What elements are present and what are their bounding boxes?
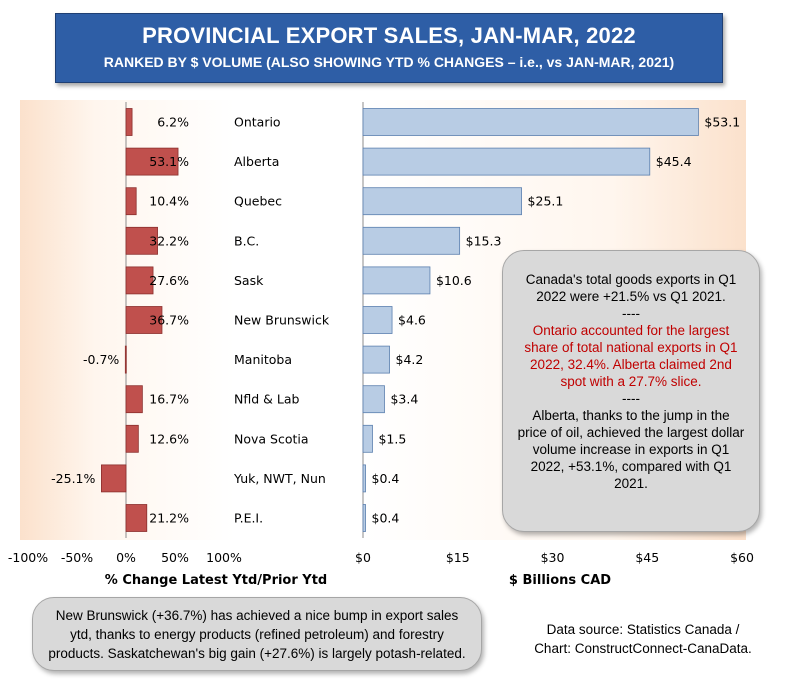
export-value-bar: [362, 464, 366, 493]
pct-change-bar: [124, 345, 127, 374]
province-label: Sask: [234, 273, 264, 288]
pct-axis-tick-label: 100%: [206, 550, 242, 565]
chart-subtitle: RANKED BY $ VOLUME (ALSO SHOWING YTD % C…: [103, 54, 675, 70]
export-value-bar: [362, 226, 461, 255]
chart-credit-line: Chart: ConstructConnect-CanaData.: [534, 641, 752, 656]
callout-ontario-share-text: Ontario accounted for the largest share …: [524, 323, 738, 389]
pct-axis-tick-label: -100%: [8, 550, 48, 565]
export-value-label: $4.6: [398, 313, 426, 328]
export-value-bar: [362, 306, 393, 334]
pct-change-value-label: -25.1%: [51, 471, 95, 486]
callout-total-exports-text: Canada's total goods exports in Q1 2022 …: [525, 272, 737, 304]
export-value-label: $10.6: [436, 273, 472, 288]
pct-change-bar: [125, 147, 179, 176]
usd-axis-tick-label: $0: [355, 550, 371, 565]
pct-change-bar: [125, 424, 139, 453]
callout-alberta-increase-text: Alberta, thanks to the jump in the price…: [517, 408, 745, 491]
province-label: Nfld & Lab: [234, 392, 299, 407]
province-label: P.E.I.: [234, 511, 263, 526]
export-value-label: $0.4: [372, 511, 400, 526]
export-value-label: $53.1: [704, 115, 740, 130]
callout-separator: ----: [622, 391, 640, 406]
pct-change-value-label: -0.7%: [83, 352, 119, 367]
pct-change-bar: [125, 306, 163, 334]
pct-change-bar: [125, 108, 133, 136]
usd-axis-tick-label: $15: [446, 550, 470, 565]
province-label: Nova Scotia: [234, 431, 309, 446]
pct-axis-title: % Change Latest Ytd/Prior Ytd: [105, 573, 327, 588]
pct-change-value-label: 27.6%: [149, 273, 189, 288]
pct-change-value-label: 36.7%: [149, 313, 189, 328]
export-value-bar: [362, 385, 385, 414]
export-value-bar: [362, 345, 390, 374]
callout-nb-sask-text: New Brunswick (+36.7%) has achieved a ni…: [48, 608, 466, 661]
pct-change-value-label: 10.4%: [149, 194, 189, 209]
pct-change-value-label: 53.1%: [149, 154, 189, 169]
pct-axis-tick-label: 0%: [116, 550, 136, 565]
province-label: Manitoba: [234, 352, 292, 367]
data-source-line: Data source: Statistics Canada /: [546, 622, 740, 637]
export-value-label: $0.4: [372, 471, 400, 486]
export-value-label: $1.5: [378, 431, 406, 446]
export-value-label: $15.3: [466, 233, 502, 248]
usd-axis-tick-label: $60: [730, 550, 754, 565]
export-value-bar: [362, 147, 651, 176]
pct-change-value-label: 6.2%: [157, 115, 189, 130]
province-label: Ontario: [234, 115, 281, 130]
export-value-bar: [362, 504, 366, 532]
export-value-label: $25.1: [528, 194, 564, 209]
export-value-bar: [362, 187, 522, 216]
pct-axis-tick-label: 50%: [161, 550, 189, 565]
pct-change-value-label: 16.7%: [149, 392, 189, 407]
chart-title: PROVINCIAL EXPORT SALES, JAN-MAR, 2022: [142, 23, 636, 48]
pct-change-bar: [101, 464, 127, 493]
pct-change-bar: [125, 226, 158, 255]
pct-axis-tick-label: -50%: [61, 550, 93, 565]
pct-change-bar: [125, 504, 148, 532]
pct-change-bar: [125, 187, 137, 216]
callout-box-national-exports: Canada's total goods exports in Q1 2022 …: [502, 250, 760, 532]
usd-axis-title: $ Billions CAD: [509, 573, 611, 588]
export-value-bar: [362, 266, 431, 295]
province-label: New Brunswick: [234, 313, 330, 328]
pct-change-value-label: 32.2%: [149, 233, 189, 248]
pct-change-bar: [125, 385, 143, 414]
title-banner: PROVINCIAL EXPORT SALES, JAN-MAR, 2022 R…: [55, 13, 723, 83]
pct-change-value-label: 12.6%: [149, 431, 189, 446]
province-label: Alberta: [234, 154, 279, 169]
usd-axis-tick-label: $30: [541, 550, 565, 565]
callout-separator: ----: [622, 306, 640, 321]
pct-change-value-label: 21.2%: [149, 511, 189, 526]
export-value-label: $3.4: [390, 392, 418, 407]
province-label: Quebec: [234, 194, 282, 209]
data-source-note: Data source: Statistics Canada / Chart: …: [528, 620, 758, 658]
province-label: Yuk, NWT, Nun: [233, 471, 326, 486]
usd-axis-tick-label: $45: [635, 550, 659, 565]
pct-change-bar: [125, 266, 154, 295]
export-value-label: $45.4: [656, 154, 692, 169]
callout-box-nb-sask: New Brunswick (+36.7%) has achieved a ni…: [32, 597, 482, 671]
export-value-bar: [362, 424, 373, 453]
province-label: B.C.: [234, 233, 259, 248]
export-value-bar: [362, 108, 699, 136]
export-value-label: $4.2: [396, 352, 424, 367]
